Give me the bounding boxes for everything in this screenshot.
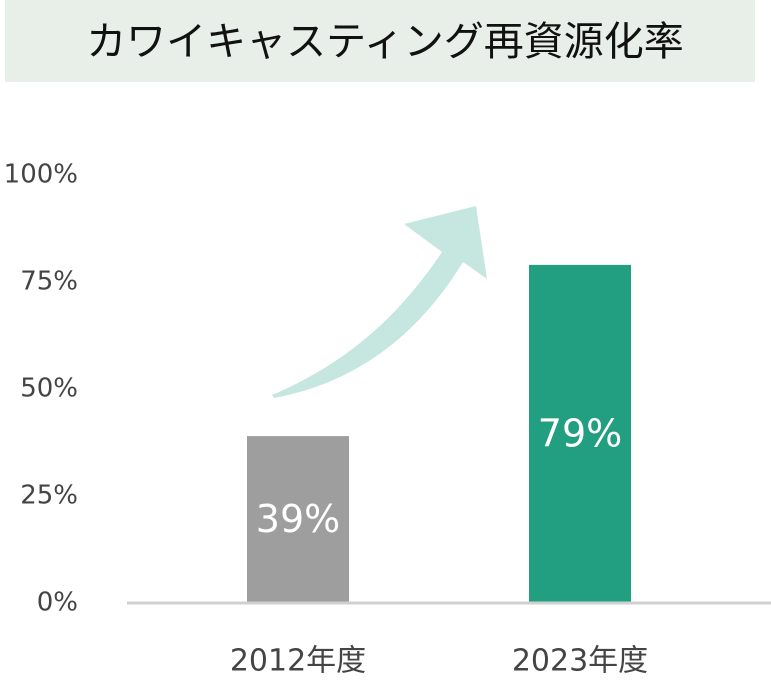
y-tick-label: 75% [20, 267, 78, 297]
value-label: 79% [538, 411, 622, 455]
bar [247, 436, 349, 603]
value-label: 39% [256, 497, 340, 541]
y-tick-label: 100% [4, 160, 78, 190]
y-tick-label: 0% [37, 588, 78, 618]
bar [529, 264, 631, 603]
y-tick-label: 25% [20, 481, 78, 511]
title-banner [5, 0, 755, 82]
x-tick-label: 2023年度 [512, 644, 648, 679]
chart-title: カワイキャスティング再資源化率 [86, 19, 684, 65]
y-tick-label: 50% [20, 374, 78, 404]
x-tick-label: 2012年度 [230, 644, 366, 679]
trend-arrow [272, 206, 487, 398]
